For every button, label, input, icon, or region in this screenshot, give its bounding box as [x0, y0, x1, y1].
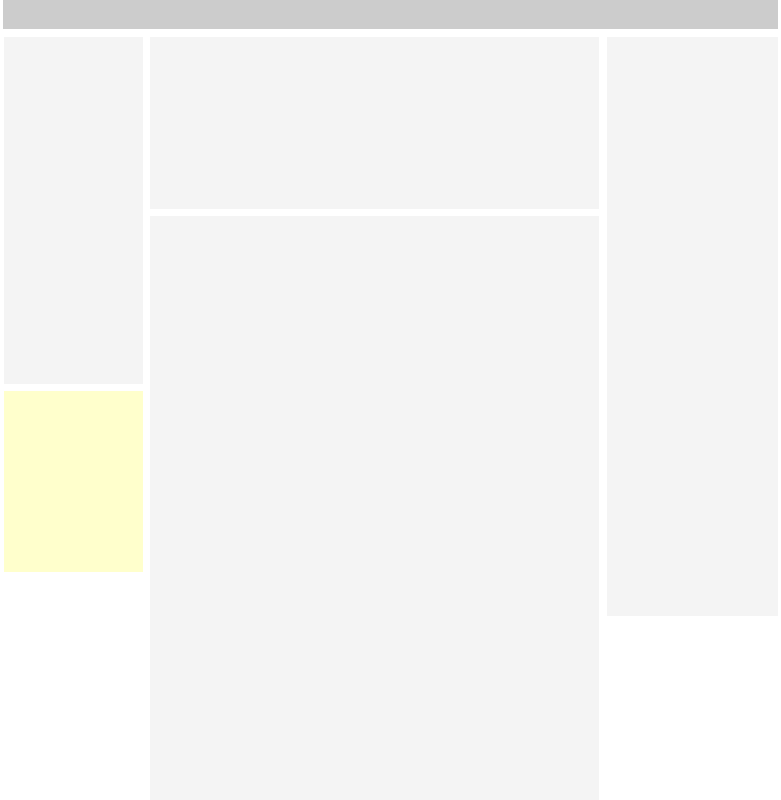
center-main-panel: [150, 216, 599, 800]
top-bar: [3, 0, 778, 29]
left-note-panel: [4, 391, 143, 572]
left-panel: [4, 37, 143, 384]
right-panel: [607, 37, 778, 616]
center-top-panel: [150, 37, 599, 209]
